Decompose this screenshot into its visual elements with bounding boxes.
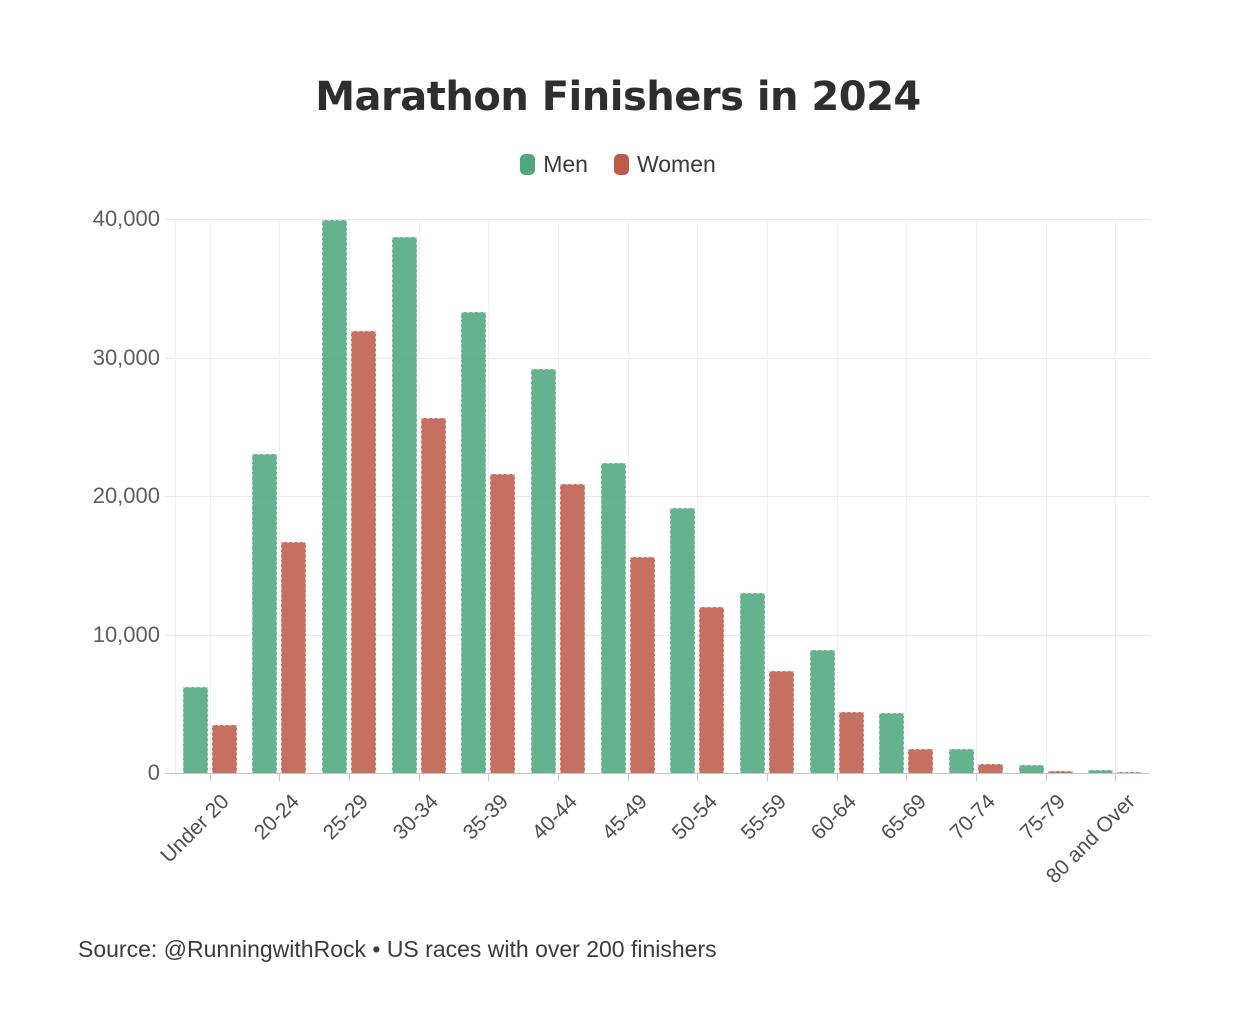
x-axis-tick (279, 774, 281, 781)
bar-men-70-74 (948, 749, 974, 773)
bar-men-65-69 (879, 713, 905, 773)
gridline-x-category (906, 219, 908, 773)
bar-men-35-39 (461, 311, 487, 773)
x-tick-label: 45-49 (597, 790, 652, 845)
bar-women-25-29 (351, 331, 377, 773)
bar-women-45-49 (629, 556, 655, 773)
gridline-x-category (836, 219, 838, 773)
bar-women-50-54 (699, 606, 725, 773)
x-tick-label: 35-39 (458, 790, 513, 845)
legend-item-men: Men (520, 151, 588, 178)
bar-women-80-and-over (1117, 772, 1143, 773)
legend-item-women: Women (613, 151, 716, 178)
bar-men-50-54 (670, 508, 696, 773)
bar-women-60-64 (838, 712, 864, 773)
x-axis-tick (418, 774, 420, 781)
bar-women-35-39 (490, 473, 516, 773)
x-tick-label: 75-79 (1015, 790, 1070, 845)
bar-women-under-20 (211, 724, 237, 773)
bar-men-55-59 (739, 592, 765, 773)
x-tick-label: 55-59 (736, 790, 792, 845)
gridline-x-category (349, 219, 351, 773)
bar-men-75-79 (1018, 764, 1044, 773)
y-tick-label: 0 (147, 760, 160, 785)
x-axis-tick (558, 774, 560, 781)
gridline-x-category (627, 219, 629, 773)
gridline-y-40000 (165, 219, 1150, 220)
bar-women-20-24 (281, 541, 307, 773)
legend: Men Women (0, 151, 1236, 178)
chart-title: Marathon Finishers in 2024 (315, 74, 921, 120)
gridline-x-category (975, 219, 977, 773)
legend-label: Women (636, 151, 716, 177)
bar-men-under-20 (182, 687, 208, 773)
x-tick-label: 30-34 (388, 790, 444, 845)
bar-women-55-59 (768, 670, 794, 773)
gridline-x-category (1115, 219, 1117, 773)
gridline-x-category (766, 219, 768, 773)
plot-area: Under 20 20-24 25-29 30-34 35-39 40-44 45-49 50… (157, 219, 1150, 888)
x-tick-label: 50-54 (667, 790, 722, 845)
x-axis-tick (906, 774, 908, 781)
x-axis-tick (1115, 774, 1117, 781)
gridline-y-20000 (165, 496, 1150, 497)
x-tick-label: 40-44 (528, 790, 583, 845)
x-axis-tick (975, 774, 977, 781)
legend-swatch-men (520, 154, 536, 175)
gridline-y-30000 (165, 357, 1150, 359)
bar-men-45-49 (600, 462, 626, 773)
source-note: Source: @RunningwithRock • US races with… (78, 936, 717, 962)
x-tick-label: 20-24 (249, 790, 304, 845)
bar-men-25-29 (322, 220, 348, 773)
x-axis-tick (627, 774, 629, 781)
bar-women-65-69 (908, 749, 934, 773)
gridline-x-category (697, 219, 699, 773)
gridline-x-category (488, 219, 490, 773)
bar-men-40-44 (531, 368, 557, 773)
x-axis-tick (349, 774, 351, 781)
gridline-x-category (279, 219, 281, 773)
x-tick-label: 60-64 (806, 790, 861, 845)
y-tick-label: 20,000 (92, 483, 160, 508)
gridline-x-category (1045, 219, 1047, 773)
gridline-x-category (418, 219, 420, 773)
gridline-x-category (558, 219, 560, 773)
legend-swatch-women (613, 154, 629, 175)
x-tick-label: 70-74 (945, 790, 1001, 845)
x-axis-tick (697, 774, 699, 781)
legend-label: Men (543, 151, 588, 177)
bar-men-20-24 (252, 454, 278, 773)
gridline-x-category (209, 219, 211, 773)
bar-women-30-34 (420, 418, 446, 773)
x-axis-line (165, 773, 1150, 774)
gridline-y-10000 (165, 634, 1150, 636)
x-axis-tick (209, 774, 211, 781)
bar-women-70-74 (977, 764, 1003, 773)
x-axis-tick (766, 774, 768, 781)
x-axis-tick (488, 774, 490, 781)
x-tick-label: 25-29 (319, 790, 374, 845)
x-axis-tick (1045, 774, 1047, 781)
bar-men-60-64 (809, 649, 835, 773)
bar-women-40-44 (560, 483, 586, 773)
y-tick-label: 10,000 (92, 621, 160, 647)
y-tick-label: 40,000 (92, 206, 160, 231)
bar-women-75-79 (1047, 770, 1073, 773)
y-tick-label: 30,000 (92, 344, 160, 370)
bar-men-30-34 (391, 237, 417, 773)
x-tick-label: Under 20 (156, 790, 235, 868)
x-tick-label: 65-69 (876, 790, 931, 845)
x-axis-tick (836, 774, 838, 781)
y-axis-line (175, 219, 176, 773)
bar-men-80-and-over (1088, 770, 1114, 773)
